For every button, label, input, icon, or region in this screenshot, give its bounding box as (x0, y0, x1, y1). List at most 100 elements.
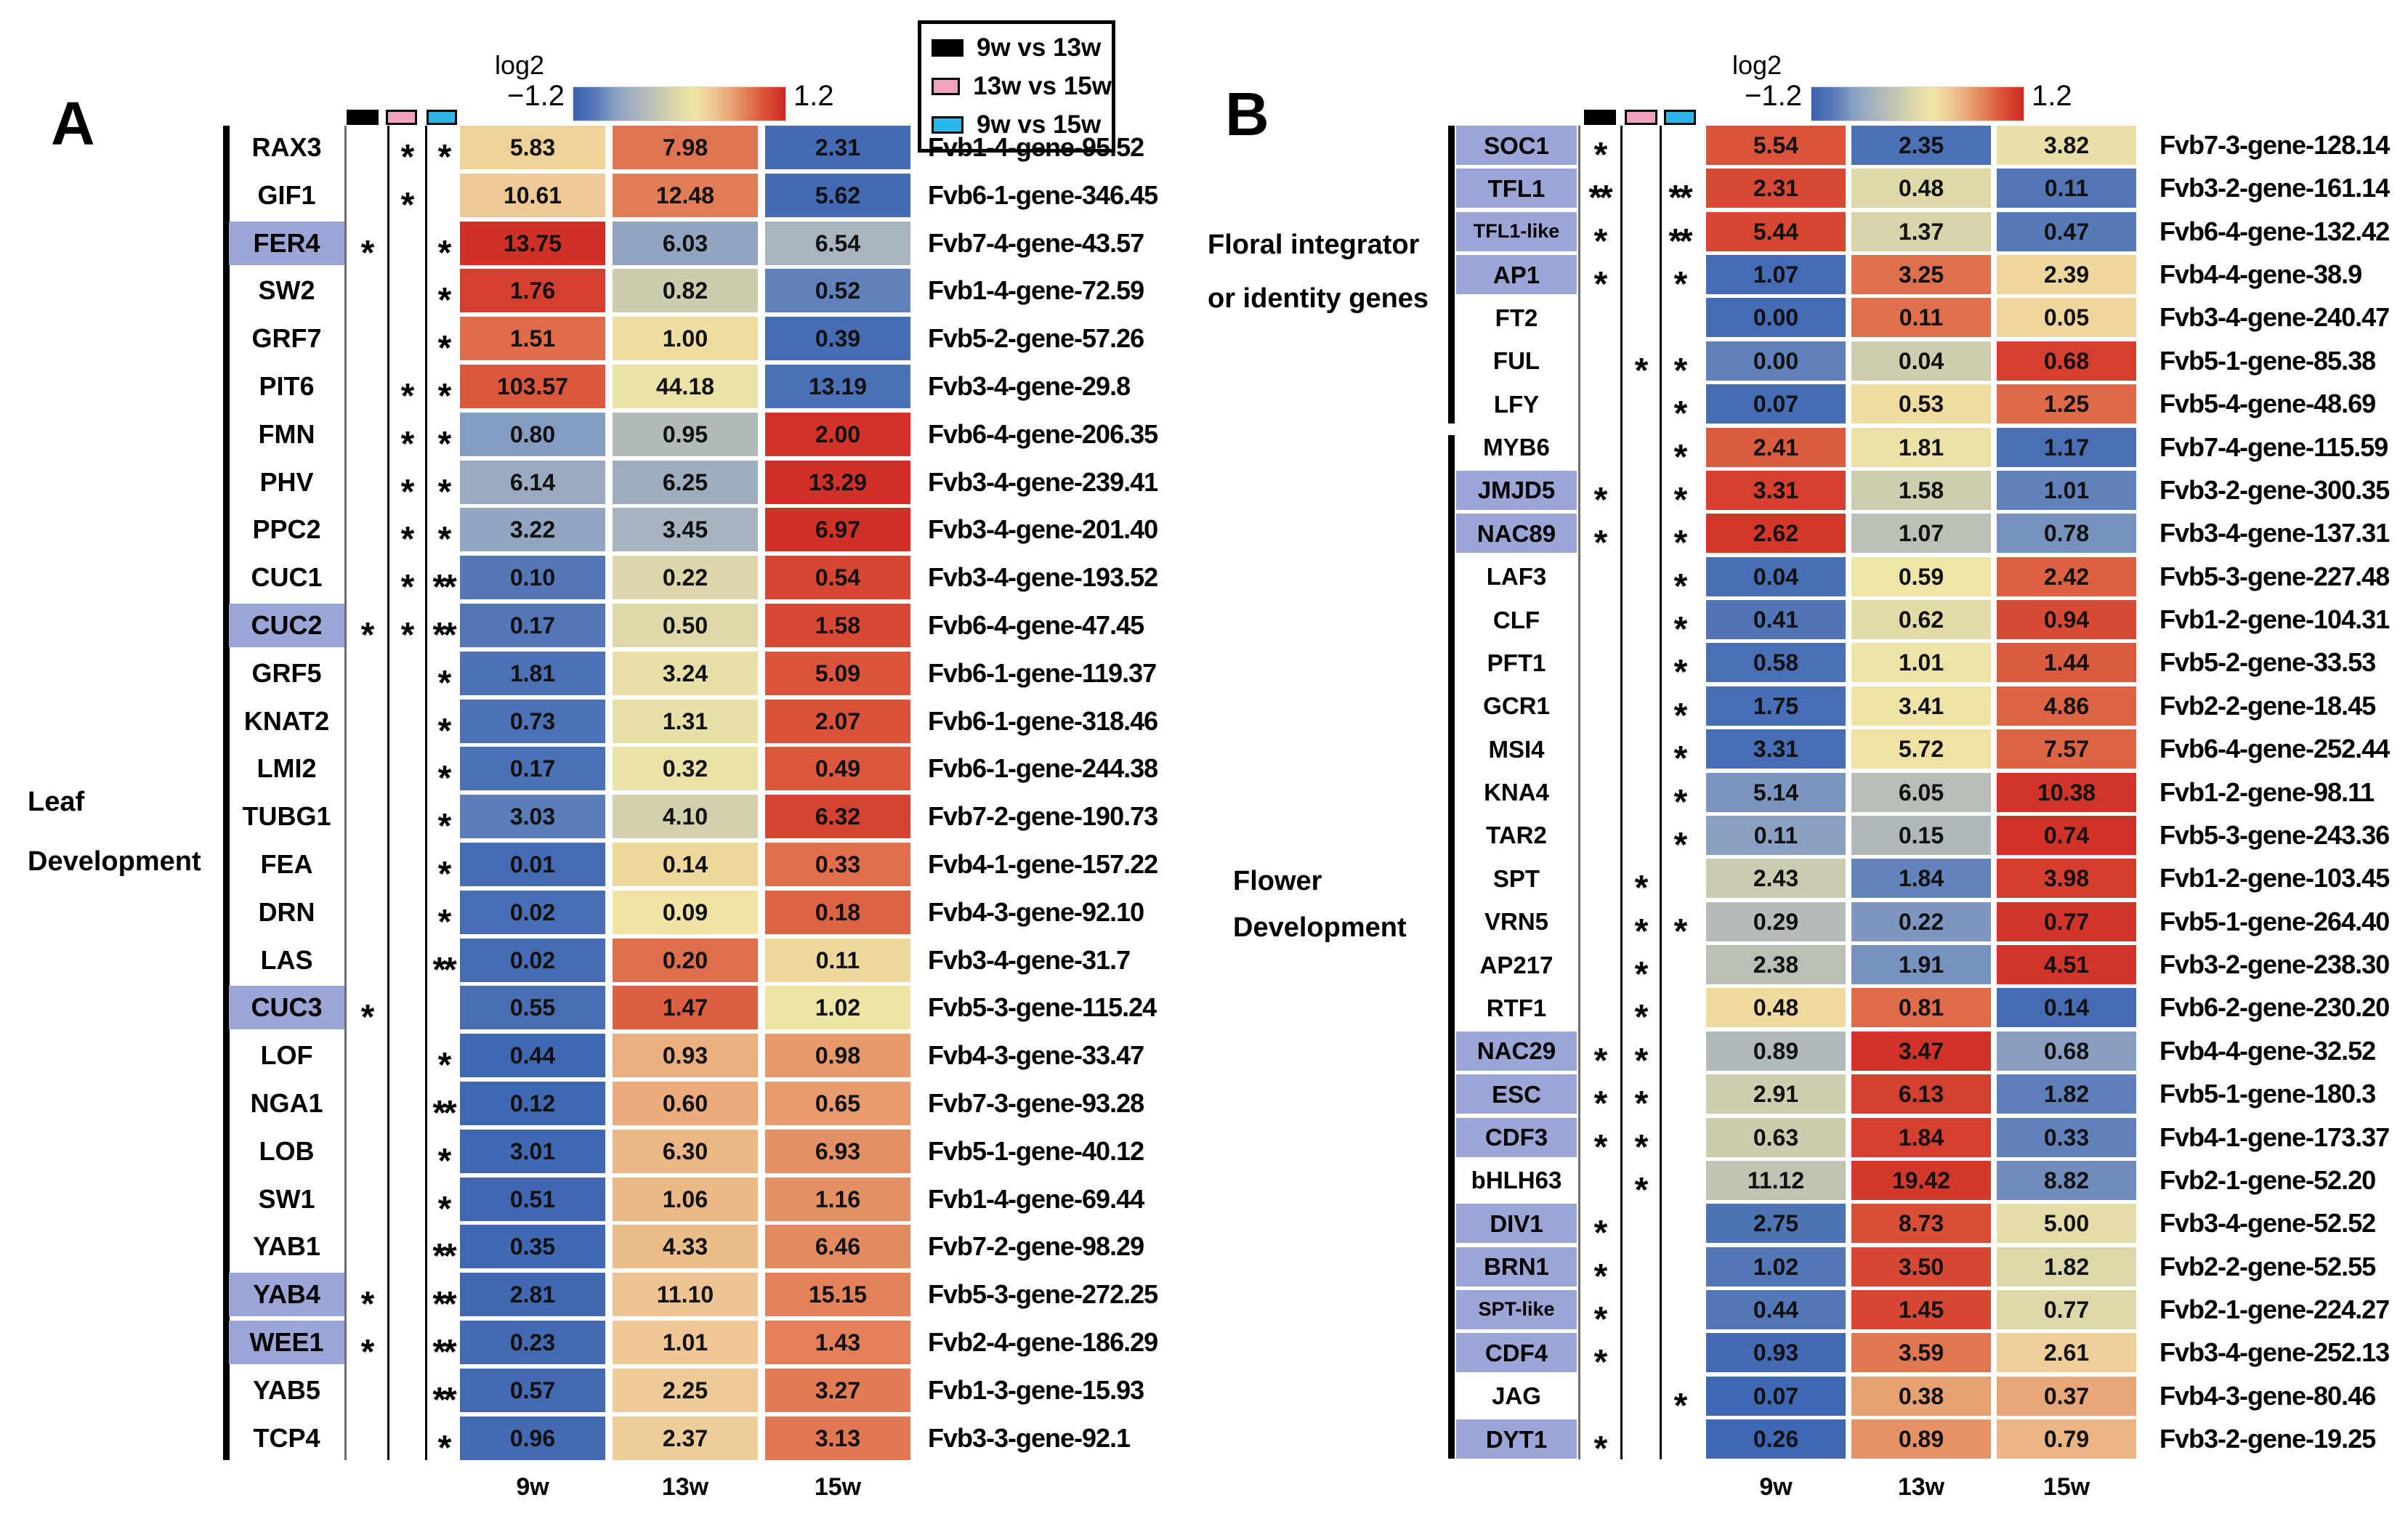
gene-id-label: Fvb3-4-gene-240.47 (2159, 302, 2390, 333)
gene-id-label: Fvb3-2-gene-238.30 (2159, 949, 2390, 980)
heatmap-cell: 0.93 (613, 1034, 758, 1078)
significance-marker: * (438, 1034, 452, 1083)
asterisk: * (437, 1189, 452, 1228)
gene-label: PHV (259, 466, 314, 497)
asterisk: * (437, 663, 452, 702)
significance-marker: * (1674, 773, 1688, 819)
heatmap-cell: 0.68 (1997, 341, 2136, 381)
significance-marker: * (1594, 1118, 1608, 1164)
gene-label: MYB6 (1483, 434, 1550, 461)
asterisk: * (437, 807, 452, 846)
gene-id-label: Fvb3-4-gene-252.13 (2159, 1337, 2390, 1368)
significance-marker: * (1635, 902, 1649, 949)
heatmap-cell: 5.14 (1706, 772, 1846, 812)
heatmap-cell: 0.07 (1706, 1376, 1846, 1416)
heatmap-cell: 0.01 (460, 843, 605, 886)
significance-marker: * (401, 508, 415, 557)
gene-id-label: Fvb1-3-gene-15.93 (928, 1374, 1144, 1405)
asterisk: * (400, 138, 415, 177)
gene-id-label: Fvb6-2-gene-230.20 (2159, 992, 2390, 1023)
heatmap-cell: 2.41 (1706, 427, 1846, 467)
significance-marker: ** (432, 1082, 456, 1131)
gene-label: JMJD5 (1456, 470, 1577, 510)
asterisk: ** (1588, 179, 1612, 218)
heatmap-cell: 2.81 (460, 1273, 605, 1317)
gene-label: SW1 (258, 1183, 315, 1214)
significance-marker: * (1594, 514, 1608, 561)
heatmap-cell: 0.62 (1851, 600, 1991, 640)
asterisk: * (1593, 1214, 1608, 1253)
heatmap-cell: 6.97 (765, 508, 910, 552)
gene-id-label: Fvb3-2-gene-300.35 (2159, 474, 2390, 505)
heatmap-cell: 0.89 (1851, 1419, 1991, 1459)
significance-marker: * (1594, 255, 1608, 302)
significance-marker: * (1674, 384, 1688, 431)
asterisk: ** (432, 1094, 456, 1132)
heatmap-cell: 0.53 (1851, 384, 1991, 424)
heatmap-cell: 0.48 (1851, 169, 1991, 208)
significance-marker: * (1635, 1118, 1649, 1164)
gene-label: SPT (1492, 864, 1540, 892)
gene-label: LOF (260, 1040, 313, 1071)
heatmap-cell: 0.82 (613, 269, 758, 313)
significance-marker: * (1674, 255, 1688, 302)
group-bracket (1448, 434, 1455, 1459)
asterisk: * (400, 520, 415, 559)
gene-id-label: Fvb4-4-gene-32.52 (2159, 1035, 2376, 1066)
colorbar-gradient (573, 86, 786, 121)
heatmap-cell: 0.26 (1706, 1419, 1846, 1459)
heatmap-cell: 3.31 (1706, 729, 1846, 769)
gene-id-label: Fvb4-3-gene-92.10 (928, 896, 1144, 927)
significance-marker: * (438, 891, 452, 939)
heatmap-cell: 0.74 (1997, 815, 2136, 855)
heatmap-cell: 1.31 (613, 699, 758, 743)
asterisk: * (360, 616, 375, 654)
heatmap-cell: 3.31 (1706, 470, 1846, 510)
asterisk: * (1634, 1170, 1649, 1209)
heatmap-cell: 3.01 (460, 1129, 605, 1173)
gene-id-label: Fvb5-3-gene-227.48 (2159, 561, 2390, 591)
significance-marker: * (438, 795, 452, 844)
significance-marker: * (438, 1178, 452, 1226)
heatmap-cell: 6.25 (613, 460, 758, 504)
asterisk: * (1593, 265, 1608, 304)
group-label-floral-integrator: Floral integrator (1208, 230, 1420, 260)
heatmap-cell: 0.58 (1706, 643, 1846, 683)
asterisk: * (437, 1046, 452, 1085)
heatmap-cell: 8.73 (1851, 1204, 1991, 1244)
heatmap-cell: 7.57 (1997, 729, 2136, 769)
heatmap-cell: 0.49 (765, 747, 910, 791)
heatmap-cell: 0.18 (765, 890, 910, 934)
asterisk: * (1634, 351, 1649, 390)
heatmap-cell: 1.01 (1997, 470, 2136, 510)
asterisk: ** (432, 616, 456, 654)
asterisk: * (1673, 912, 1688, 951)
heatmap-cell: 0.59 (1851, 556, 1991, 596)
significance-marker: * (1594, 1074, 1608, 1122)
heatmap-cell: 0.11 (1851, 298, 1991, 338)
gene-label: TCP4 (253, 1422, 320, 1453)
asterisk: * (1593, 136, 1608, 174)
gene-id-label: Fvb1-2-gene-98.11 (2159, 777, 2375, 807)
panel-a-letter: A (51, 89, 95, 158)
asterisk: * (437, 855, 452, 893)
gene-id-label: Fvb3-2-gene-19.25 (2159, 1424, 2376, 1454)
heatmap-cell: 10.61 (460, 173, 605, 217)
gene-label: JAG (1492, 1382, 1541, 1410)
asterisk: * (1673, 1386, 1688, 1425)
gene-id-label: Fvb7-2-gene-190.73 (928, 801, 1158, 832)
significance-marker: * (1674, 643, 1688, 690)
asterisk: * (400, 424, 415, 463)
significance-marker: * (1635, 859, 1649, 906)
significance-marker: * (1674, 428, 1688, 474)
significance-marker: * (1674, 600, 1688, 647)
asterisk: ** (432, 1380, 456, 1419)
significance-marker: * (401, 413, 415, 461)
gene-id-label: Fvb1-2-gene-103.45 (2159, 863, 2390, 893)
significance-marker: ** (432, 556, 456, 605)
heatmap-cell: 1.01 (1851, 643, 1991, 683)
gene-label: CLF (1492, 606, 1540, 633)
gene-label: YAB4 (229, 1273, 344, 1317)
gene-id-label: Fvb6-1-gene-318.46 (928, 705, 1158, 736)
heatmap-cell: 1.00 (613, 317, 758, 361)
